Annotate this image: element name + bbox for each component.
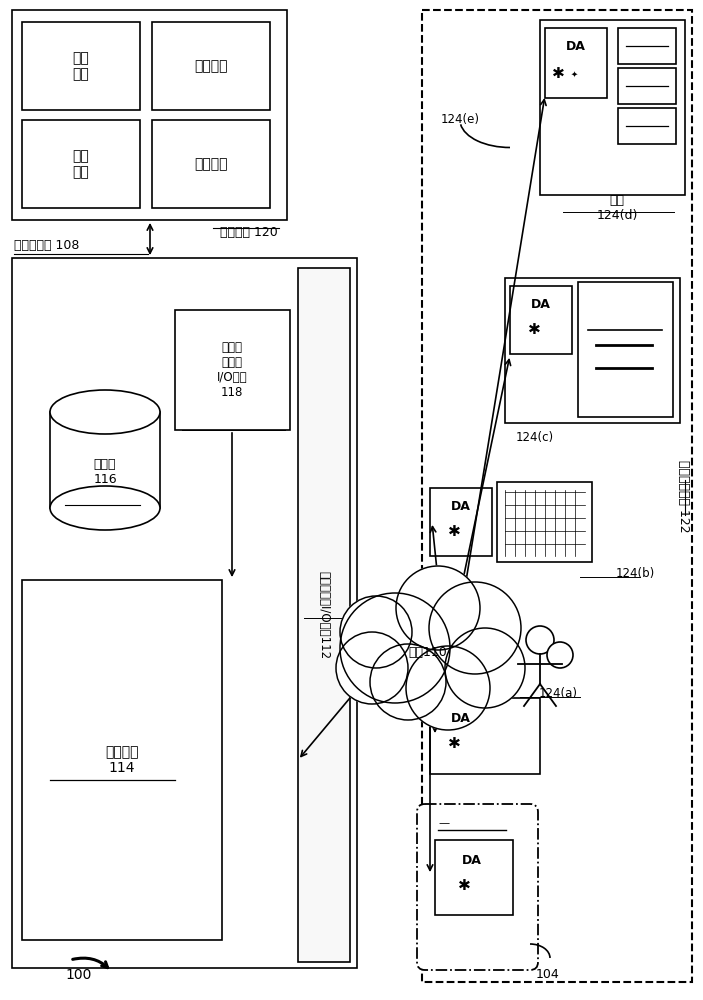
FancyBboxPatch shape bbox=[417, 804, 538, 970]
Text: 124(a): 124(a) bbox=[538, 688, 577, 700]
Ellipse shape bbox=[50, 390, 160, 434]
Text: 外部服务 120: 外部服务 120 bbox=[220, 226, 278, 239]
Text: DA: DA bbox=[451, 499, 471, 512]
Text: 100: 100 bbox=[65, 968, 91, 982]
Text: DA: DA bbox=[462, 854, 482, 866]
Text: 消息
服务: 消息 服务 bbox=[72, 51, 89, 81]
Text: 炉灶
124(d): 炉灶 124(d) bbox=[596, 194, 638, 222]
Circle shape bbox=[445, 628, 525, 708]
Text: DA: DA bbox=[451, 712, 471, 724]
Text: 智能厨房环境 122: 智能厨房环境 122 bbox=[677, 460, 690, 532]
Text: 导航
服务: 导航 服务 bbox=[72, 149, 89, 179]
Circle shape bbox=[396, 566, 480, 650]
Text: ✱: ✱ bbox=[448, 524, 460, 540]
Text: ✱: ✱ bbox=[448, 736, 460, 752]
Text: ✦: ✦ bbox=[571, 70, 577, 79]
Text: 服务器系统 108: 服务器系统 108 bbox=[14, 239, 79, 252]
Bar bbox=[540, 20, 685, 195]
Circle shape bbox=[336, 632, 408, 704]
Bar bbox=[22, 120, 140, 208]
Text: 日历服务: 日历服务 bbox=[194, 59, 228, 73]
Bar bbox=[505, 278, 680, 423]
Bar bbox=[12, 10, 287, 220]
Bar bbox=[618, 28, 676, 64]
Bar bbox=[12, 258, 357, 968]
Bar bbox=[175, 310, 290, 430]
Text: 到外部
服务的
I/O接口
118: 到外部 服务的 I/O接口 118 bbox=[217, 341, 247, 399]
Text: 124(e): 124(e) bbox=[441, 113, 479, 126]
Bar bbox=[298, 268, 350, 962]
Bar bbox=[618, 108, 676, 144]
Circle shape bbox=[370, 644, 446, 720]
Circle shape bbox=[547, 642, 573, 668]
Text: ✱: ✱ bbox=[528, 322, 541, 338]
Text: 124(c): 124(c) bbox=[516, 432, 554, 444]
Text: DA: DA bbox=[531, 298, 551, 310]
Bar bbox=[152, 22, 270, 110]
Text: 到客户端的I/O接口112: 到客户端的I/O接口112 bbox=[318, 571, 330, 659]
Text: 124(b): 124(b) bbox=[616, 568, 655, 580]
Circle shape bbox=[429, 582, 521, 674]
Text: —: — bbox=[438, 818, 449, 828]
Bar bbox=[497, 482, 592, 562]
Bar bbox=[22, 22, 140, 110]
Bar bbox=[545, 28, 607, 98]
Circle shape bbox=[526, 626, 554, 654]
Text: 数据库
116: 数据库 116 bbox=[93, 458, 117, 486]
Bar bbox=[50, 412, 160, 508]
Bar bbox=[578, 282, 673, 417]
Bar bbox=[430, 700, 492, 768]
Bar bbox=[22, 580, 222, 940]
Text: DA: DA bbox=[566, 39, 586, 52]
Text: ✱: ✱ bbox=[458, 879, 470, 894]
Text: 信息服务: 信息服务 bbox=[194, 157, 228, 171]
Bar bbox=[430, 698, 540, 774]
Bar bbox=[618, 68, 676, 104]
Text: 网络110: 网络110 bbox=[408, 646, 447, 658]
Text: 104: 104 bbox=[536, 968, 560, 980]
Circle shape bbox=[340, 596, 412, 668]
Circle shape bbox=[340, 593, 450, 703]
Bar bbox=[435, 840, 513, 915]
Circle shape bbox=[406, 646, 490, 730]
Bar bbox=[422, 10, 692, 982]
Ellipse shape bbox=[50, 486, 160, 530]
Text: ✱: ✱ bbox=[552, 66, 565, 82]
Bar bbox=[430, 488, 492, 556]
Bar bbox=[510, 286, 572, 354]
Bar bbox=[152, 120, 270, 208]
Text: 处理模块
114: 处理模块 114 bbox=[105, 745, 138, 775]
